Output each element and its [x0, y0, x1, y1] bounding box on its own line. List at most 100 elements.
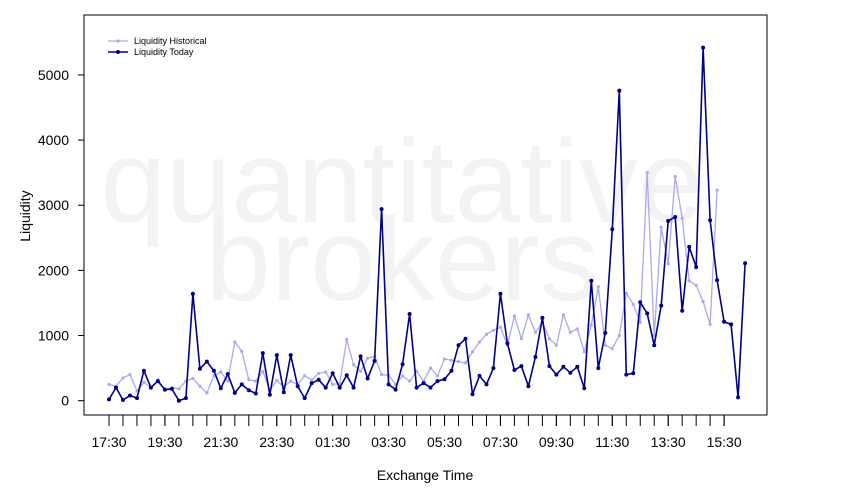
legend-item-historical: Liquidity Historical [108, 36, 207, 46]
data-point [456, 343, 461, 348]
data-point [526, 313, 531, 317]
data-point [246, 388, 251, 393]
data-point [302, 396, 307, 401]
x-tick-label: 19:30 [147, 434, 182, 450]
data-point [352, 363, 356, 367]
data-point [225, 372, 230, 376]
data-point [603, 330, 608, 335]
data-point [435, 374, 440, 378]
data-point [673, 175, 677, 179]
data-point [484, 382, 489, 387]
data-point [442, 357, 447, 361]
data-point [736, 395, 741, 400]
legend-label: Liquidity Historical [134, 36, 207, 46]
data-point [400, 362, 405, 367]
y-tick-label: 0 [61, 393, 69, 409]
data-point [198, 384, 202, 388]
data-point [701, 45, 706, 50]
data-point [183, 396, 188, 401]
data-point [582, 350, 586, 354]
data-point [708, 218, 713, 223]
data-point [121, 376, 125, 380]
data-point [253, 391, 258, 396]
x-tick-label: 09:30 [539, 434, 574, 450]
watermark: quantitative brokers [100, 116, 704, 326]
data-point [533, 355, 538, 359]
x-tick-label: 11:30 [595, 434, 629, 450]
data-point [190, 291, 195, 296]
data-point [498, 325, 502, 329]
data-point [204, 359, 209, 364]
data-point [505, 341, 510, 346]
data-point [365, 376, 370, 381]
data-point [596, 285, 600, 289]
data-point [421, 381, 426, 386]
y-axis: 0 1000 2000 3000 4000 5000 [38, 67, 84, 409]
data-point [610, 347, 614, 351]
data-point [575, 327, 579, 331]
data-point [107, 382, 111, 386]
data-point [379, 207, 384, 212]
data-point [484, 332, 489, 336]
data-point [288, 353, 293, 358]
data-point [666, 262, 670, 266]
data-point [176, 398, 181, 403]
y-tick-label: 5000 [38, 67, 69, 83]
data-point [715, 188, 719, 192]
data-point [540, 315, 545, 320]
x-axis: 17:30 19:30 21:30 23:30 01:30 03:30 05:30 07:30… [91, 415, 742, 450]
data-point [428, 385, 433, 390]
data-point [589, 323, 593, 327]
legend-swatch-point [116, 50, 120, 54]
data-point [197, 366, 202, 371]
data-point [680, 308, 685, 313]
y-tick-label: 4000 [38, 132, 69, 148]
data-point [114, 385, 118, 390]
data-point [330, 371, 335, 376]
x-tick-label: 13:30 [651, 434, 686, 450]
data-point [470, 392, 475, 397]
data-point [694, 283, 698, 287]
data-point [554, 343, 559, 347]
data-point [463, 361, 468, 365]
data-point [191, 376, 195, 381]
data-point [617, 88, 622, 93]
data-point [344, 373, 349, 378]
data-point [687, 279, 691, 283]
data-point [128, 393, 132, 398]
data-point [107, 397, 111, 402]
data-point [303, 374, 307, 378]
x-tick-label: 07:30 [483, 434, 518, 450]
data-point [680, 216, 684, 220]
data-point [219, 370, 223, 374]
data-point [687, 244, 692, 249]
data-point [358, 354, 363, 359]
series-historical [107, 171, 719, 395]
data-point [233, 340, 237, 344]
watermark-line-1: quantitative [100, 116, 704, 248]
legend-label: Liquidity Today [134, 47, 194, 57]
x-tick-label: 17:30 [91, 434, 126, 450]
data-point [401, 374, 405, 378]
y-axis-title: Liquidity [17, 190, 33, 241]
data-point [708, 322, 712, 326]
data-point [568, 370, 573, 375]
data-point [526, 384, 531, 389]
data-point [380, 373, 384, 377]
data-point [491, 366, 496, 371]
data-point [359, 369, 363, 373]
data-point [428, 366, 433, 370]
data-point [463, 336, 468, 341]
data-point [386, 382, 391, 387]
data-point [477, 373, 482, 378]
series-layer [107, 45, 748, 403]
data-point [435, 379, 440, 384]
data-point [211, 368, 216, 373]
data-point [155, 379, 160, 384]
data-point [274, 353, 279, 358]
series-line-historical [108, 172, 718, 394]
x-tick-label: 23:30 [259, 434, 294, 450]
series-today [107, 45, 748, 403]
